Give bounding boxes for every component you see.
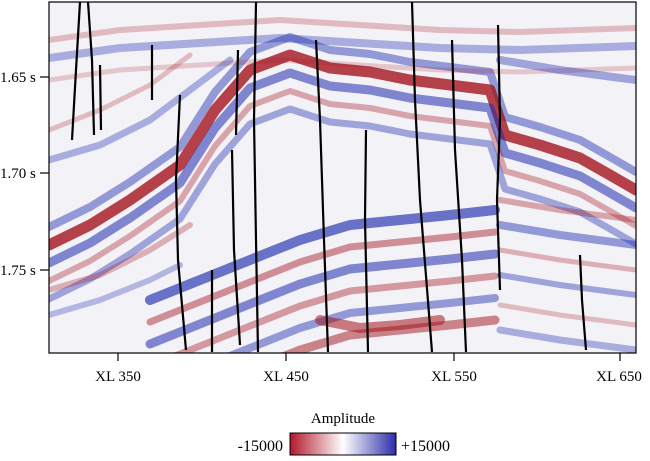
fault-line	[450, 39, 468, 353]
reflector-band	[496, 326, 636, 353]
reflector-band	[145, 205, 500, 305]
fault-line	[410, 2, 434, 353]
fault-line	[98, 64, 103, 131]
reflector-band	[496, 221, 636, 249]
fault-line	[578, 254, 588, 351]
colorbar: Amplitude -15000 +15000	[238, 411, 450, 456]
y-tick-label: 1.75 s	[0, 263, 36, 279]
reflector-band	[315, 315, 445, 333]
x-tick-label: XL 350	[95, 369, 141, 385]
colorbar-max-label: +15000	[401, 438, 450, 455]
reflector-band	[49, 17, 636, 43]
seismic-section	[49, 2, 636, 353]
fault-line	[363, 129, 370, 353]
reflector-band	[49, 56, 234, 164]
reflector-band	[497, 302, 636, 328]
reflector-band	[49, 68, 636, 268]
reflector-band	[49, 33, 636, 231]
reflector-band	[49, 52, 193, 133]
fault-line	[314, 39, 330, 353]
reflector-band	[49, 88, 636, 284]
x-axis: XL 350 XL 450 XL 550 XL 650	[95, 353, 642, 385]
colorbar-gradient	[289, 432, 397, 456]
reflector-band	[49, 222, 193, 293]
reflector-band	[49, 49, 636, 251]
reflector-band	[496, 56, 636, 84]
fault-line	[252, 2, 260, 353]
fault-line	[495, 24, 502, 291]
y-axis: 1.65 s 1.70 s 1.75 s	[0, 70, 49, 279]
fault-line	[230, 149, 242, 346]
x-tick-label: XL 550	[431, 369, 477, 385]
x-tick-label: XL 650	[596, 369, 642, 385]
colorbar-min-label: -15000	[238, 438, 283, 455]
y-tick-label: 1.65 s	[0, 70, 36, 86]
reflector-band	[497, 272, 636, 298]
colorbar-title: Amplitude	[311, 411, 376, 427]
fault-line	[86, 2, 96, 136]
reflector-band	[497, 197, 636, 223]
y-tick-label: 1.70 s	[0, 166, 36, 182]
plot-frame	[48, 1, 637, 354]
fault-line	[234, 49, 240, 136]
reflector-band	[49, 57, 636, 83]
reflector-band	[49, 262, 183, 318]
reflector-band	[280, 315, 500, 353]
reflector-band	[49, 105, 636, 303]
fault-line	[70, 2, 82, 141]
x-tick-label: XL 450	[263, 369, 309, 385]
fault-lines	[70, 2, 588, 353]
reflector-band	[497, 247, 636, 273]
fault-line	[174, 94, 188, 351]
reflector-band	[49, 34, 636, 62]
